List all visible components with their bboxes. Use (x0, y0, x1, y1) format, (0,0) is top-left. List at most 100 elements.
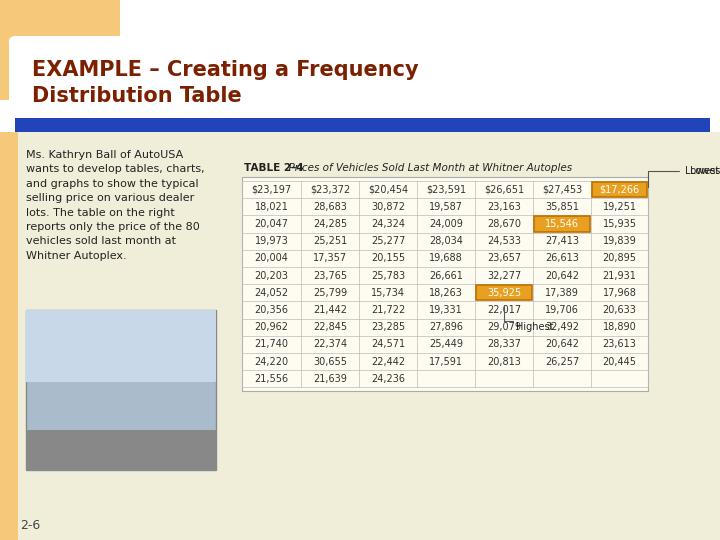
Text: 28,034: 28,034 (429, 236, 463, 246)
Text: 22,442: 22,442 (371, 356, 405, 367)
Bar (242, 177, 648, 392)
Text: 26,661: 26,661 (429, 271, 463, 281)
Text: 22,845: 22,845 (313, 322, 347, 332)
Bar (15, 118, 710, 132)
Text: 22,374: 22,374 (313, 340, 347, 349)
Text: TABLE 2–4: TABLE 2–4 (244, 163, 304, 173)
Text: 19,706: 19,706 (545, 305, 579, 315)
Text: 25,251: 25,251 (313, 236, 347, 246)
Text: $23,372: $23,372 (310, 185, 350, 194)
Text: 26,257: 26,257 (545, 356, 579, 367)
Text: 17,968: 17,968 (603, 288, 636, 298)
Text: 20,642: 20,642 (545, 340, 579, 349)
Text: $17,266: $17,266 (600, 185, 639, 194)
Text: 21,639: 21,639 (313, 374, 347, 384)
Text: 21,740: 21,740 (254, 340, 289, 349)
Text: 17,357: 17,357 (313, 253, 347, 264)
Text: 17,389: 17,389 (545, 288, 579, 298)
Text: Lowest: Lowest (648, 166, 719, 187)
Text: 23,285: 23,285 (371, 322, 405, 332)
Text: $26,651: $26,651 (484, 185, 524, 194)
Text: 15,546: 15,546 (545, 219, 579, 229)
Text: 29,079: 29,079 (487, 322, 521, 332)
Text: 30,655: 30,655 (313, 356, 347, 367)
Text: $23,197: $23,197 (251, 185, 292, 194)
Text: Prices of Vehicles Sold Last Month at Whitner Autoples: Prices of Vehicles Sold Last Month at Wh… (282, 163, 572, 173)
Bar (0, 0, 120, 100)
Text: 19,587: 19,587 (429, 202, 463, 212)
Bar (26, 430, 216, 470)
Text: 27,896: 27,896 (429, 322, 463, 332)
Text: 24,052: 24,052 (254, 288, 289, 298)
Text: $27,453: $27,453 (542, 185, 582, 194)
Text: 18,263: 18,263 (429, 288, 463, 298)
Text: 25,799: 25,799 (313, 288, 347, 298)
Text: 2-6: 2-6 (20, 519, 40, 532)
Text: 28,337: 28,337 (487, 340, 521, 349)
Text: 19,331: 19,331 (429, 305, 463, 315)
Bar (26, 310, 216, 382)
Text: 24,533: 24,533 (487, 236, 521, 246)
Bar (0, 132, 18, 540)
Text: 28,670: 28,670 (487, 219, 521, 229)
Text: 19,251: 19,251 (603, 202, 636, 212)
Text: 19,839: 19,839 (603, 236, 636, 246)
Text: 21,931: 21,931 (603, 271, 636, 281)
Text: Ms. Kathryn Ball of AutoUSA
wants to develop tables, charts,
and graphs to show : Ms. Kathryn Ball of AutoUSA wants to dev… (26, 150, 204, 261)
Text: 23,613: 23,613 (603, 340, 636, 349)
Text: 15,734: 15,734 (371, 288, 405, 298)
FancyBboxPatch shape (9, 36, 716, 123)
Text: 21,442: 21,442 (313, 305, 347, 315)
Text: 24,285: 24,285 (313, 219, 347, 229)
Text: 32,277: 32,277 (487, 271, 521, 281)
Text: 23,657: 23,657 (487, 253, 521, 264)
Text: 22,017: 22,017 (487, 305, 521, 315)
Text: 24,236: 24,236 (371, 374, 405, 384)
Text: 35,925: 35,925 (487, 288, 521, 298)
Text: 18,021: 18,021 (255, 202, 289, 212)
Text: 24,009: 24,009 (429, 219, 463, 229)
Text: 18,890: 18,890 (603, 322, 636, 332)
Text: 20,203: 20,203 (254, 271, 289, 281)
Text: 23,163: 23,163 (487, 202, 521, 212)
Bar (26, 310, 216, 470)
Text: 21,556: 21,556 (254, 374, 289, 384)
Text: 21,722: 21,722 (371, 305, 405, 315)
Text: 19,688: 19,688 (429, 253, 463, 264)
Text: Highest: Highest (516, 322, 554, 333)
Text: 20,633: 20,633 (603, 305, 636, 315)
Text: 20,445: 20,445 (603, 356, 636, 367)
Text: 15,935: 15,935 (603, 219, 636, 229)
Text: $20,454: $20,454 (368, 185, 408, 194)
Bar (0, 132, 720, 540)
Text: 28,683: 28,683 (313, 202, 347, 212)
Text: 25,277: 25,277 (371, 236, 405, 246)
Text: 24,324: 24,324 (371, 219, 405, 229)
Text: 19,973: 19,973 (255, 236, 289, 246)
Text: EXAMPLE – Creating a Frequency
Distribution Table: EXAMPLE – Creating a Frequency Distribut… (32, 60, 418, 106)
Text: 17,591: 17,591 (429, 356, 463, 367)
Text: 32,492: 32,492 (545, 322, 579, 332)
Text: 25,449: 25,449 (429, 340, 463, 349)
Text: 20,004: 20,004 (255, 253, 289, 264)
Text: 23,765: 23,765 (313, 271, 347, 281)
Text: 24,220: 24,220 (254, 356, 289, 367)
Text: 27,413: 27,413 (545, 236, 579, 246)
Text: 20,962: 20,962 (254, 322, 289, 332)
Text: 24,571: 24,571 (371, 340, 405, 349)
Text: Lowest: Lowest (690, 166, 720, 176)
Text: 20,155: 20,155 (371, 253, 405, 264)
Text: 26,613: 26,613 (545, 253, 579, 264)
Text: 35,851: 35,851 (545, 202, 579, 212)
Text: 20,356: 20,356 (254, 305, 289, 315)
Text: 30,872: 30,872 (371, 202, 405, 212)
FancyBboxPatch shape (592, 182, 647, 197)
Text: 20,047: 20,047 (254, 219, 289, 229)
FancyBboxPatch shape (534, 217, 590, 232)
Text: $23,591: $23,591 (426, 185, 466, 194)
Text: 20,895: 20,895 (603, 253, 636, 264)
FancyBboxPatch shape (476, 285, 532, 300)
Text: 25,783: 25,783 (371, 271, 405, 281)
Text: 20,813: 20,813 (487, 356, 521, 367)
Text: 20,642: 20,642 (545, 271, 579, 281)
